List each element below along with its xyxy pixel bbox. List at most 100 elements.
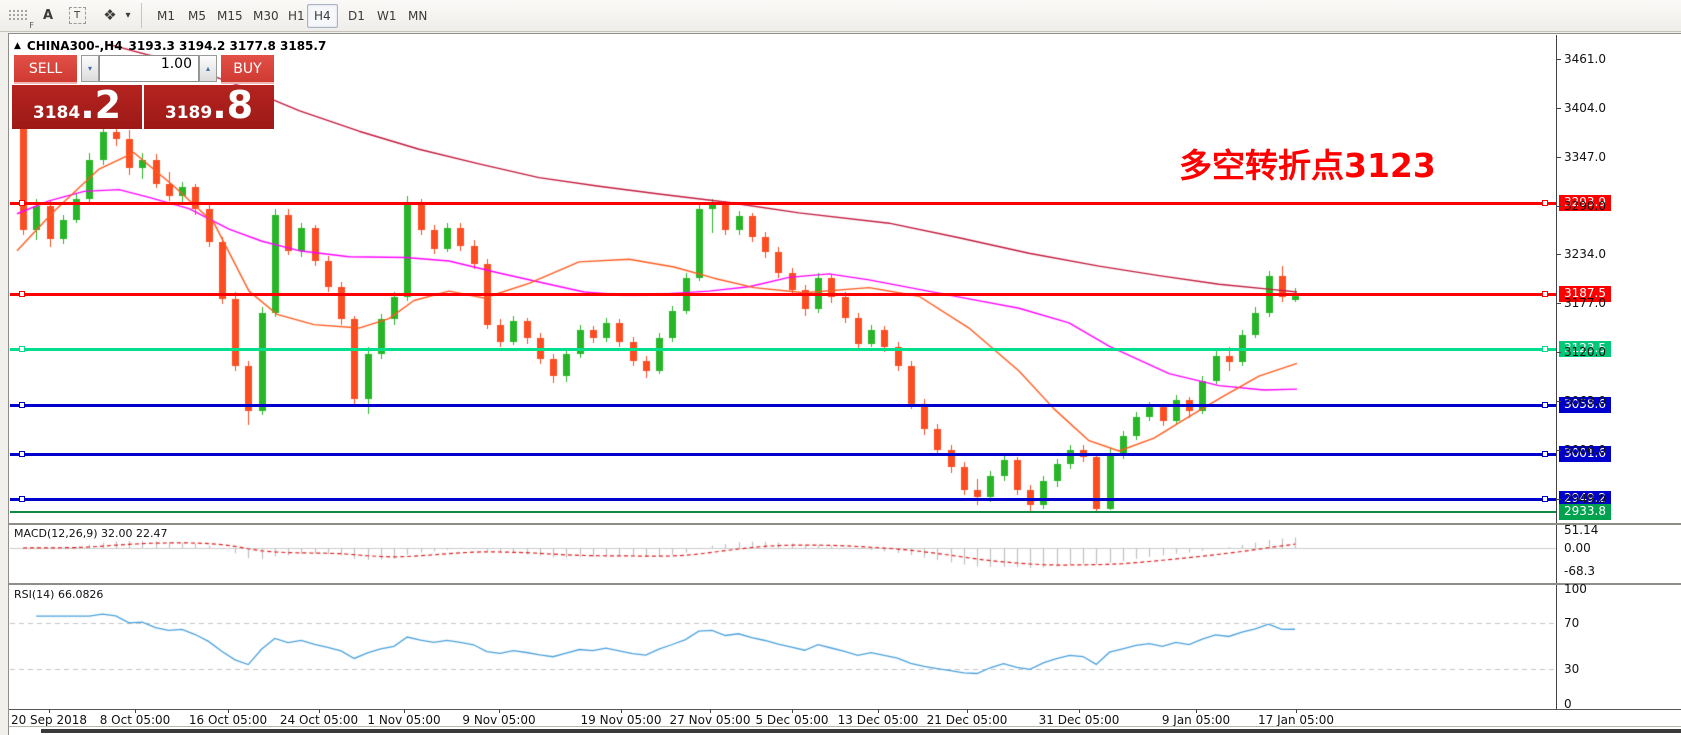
ask-frac: .8 — [212, 83, 254, 127]
timeframe-button-h4[interactable]: H4 — [307, 4, 338, 28]
line-handle[interactable] — [1542, 496, 1548, 502]
time-axis-label: 8 Oct 05:00 — [99, 713, 171, 727]
time-tick — [621, 709, 622, 713]
time-tick — [499, 709, 500, 713]
time-axis-label: 19 Nov 05:00 — [580, 713, 662, 727]
price-badge-2949.2: 2949.2 — [1559, 491, 1611, 507]
price-badge-3123.5: 3123.5 — [1559, 341, 1611, 357]
timeframe-button-m1[interactable]: M1 — [157, 9, 175, 23]
symbol-name: CHINA300-,H4 — [26, 39, 123, 53]
line-handle[interactable] — [19, 291, 25, 297]
toolbar-separator — [141, 3, 142, 28]
horizontal-line-3001.6[interactable] — [10, 453, 1556, 456]
macd-panel-separator[interactable] — [9, 523, 1681, 525]
price-tick-label: 2949.0 — [1564, 492, 1606, 506]
sell-button[interactable]: SELL — [14, 55, 77, 84]
time-axis-separator — [9, 709, 1681, 710]
one-click-trading-widget: SELL ▾ 1.00 ▴ BUY 3184 .2 3189 .8 — [12, 55, 276, 129]
price-tick-label: 3461.0 — [1564, 52, 1606, 66]
grid-f-icon-glyph — [8, 8, 28, 22]
price-tick-label: 3290.0 — [1564, 199, 1606, 213]
rsi-label: RSI(14) 66.0826 — [14, 588, 104, 601]
time-axis-label: 31 Dec 05:00 — [1038, 713, 1120, 727]
volume-up-button[interactable]: ▴ — [199, 55, 217, 82]
horizontal-line-3123.5[interactable] — [10, 348, 1556, 351]
line-handle[interactable] — [1542, 402, 1548, 408]
price-tick — [1556, 157, 1561, 158]
time-axis-label: 16 Oct 05:00 — [188, 713, 268, 727]
horizontal-line-2949.2[interactable] — [10, 498, 1556, 501]
time-tick — [1196, 709, 1197, 713]
timeframe-button-h1[interactable]: H1 — [288, 9, 305, 23]
dropdown-caret-icon[interactable]: ▾ — [125, 9, 131, 21]
price-tick-label: 3347.0 — [1564, 150, 1606, 164]
horizontal-line-3293.9[interactable] — [10, 202, 1556, 205]
price-badge-2933.8: 2933.8 — [1559, 504, 1611, 520]
time-axis-label: 21 Dec 05:00 — [926, 713, 1008, 727]
timeframe-button-m15[interactable]: M15 — [217, 9, 243, 23]
textbox-t-icon[interactable]: T — [68, 4, 86, 26]
timeframe-button-m5[interactable]: M5 — [188, 9, 206, 23]
bid-frac: .2 — [80, 83, 122, 127]
line-handle[interactable] — [19, 200, 25, 206]
macd-scale-label: 0.00 — [1564, 541, 1591, 555]
time-axis-label: 5 Dec 05:00 — [755, 713, 829, 727]
horizontal-line-3058.6[interactable] — [10, 404, 1556, 407]
time-axis-label: 17 Jan 05:00 — [1258, 713, 1334, 727]
arrows-tool-icon[interactable]: ❖ — [103, 6, 117, 24]
timeframe-button-w1[interactable]: W1 — [377, 9, 397, 23]
time-tick — [228, 709, 229, 713]
top-toolbar: F A T ❖ ▾ M1 M5 M15 M30 H1 H4 D1 W1 MN — [0, 0, 1681, 32]
time-axis-label: 24 Oct 05:00 — [279, 713, 359, 727]
price-tick-label: 3120.0 — [1564, 345, 1606, 359]
rsi-panel-separator[interactable] — [9, 583, 1681, 585]
chart-window: 3293.9 3187.5 3123.5 3058.6 3001.6 2949.2 2933… — [8, 33, 1681, 735]
line-handle[interactable] — [1542, 451, 1548, 457]
buy-button[interactable]: BUY — [221, 55, 274, 84]
line-handle[interactable] — [19, 402, 25, 408]
price-badge-3293.9: 3293.9 — [1559, 195, 1611, 211]
line-handle[interactable] — [19, 496, 25, 502]
time-axis-label: 20 Sep 2018 — [10, 713, 88, 727]
rsi-scale-label: 70 — [1564, 616, 1580, 630]
timeframe-button-mn[interactable]: MN — [408, 9, 428, 23]
price-tick — [1556, 108, 1561, 109]
bid-price-panel[interactable]: 3184 .2 — [12, 85, 142, 129]
horizontal-line-2933.8[interactable] — [10, 511, 1556, 513]
line-handle[interactable] — [1542, 346, 1548, 352]
price-tick-label: 3404.0 — [1564, 101, 1606, 115]
time-axis-label: 13 Dec 05:00 — [837, 713, 919, 727]
line-handle[interactable] — [1542, 200, 1548, 206]
time-axis-label: 1 Nov 05:00 — [367, 713, 441, 727]
time-axis-label: 9 Nov 05:00 — [462, 713, 536, 727]
line-handle[interactable] — [19, 451, 25, 457]
text-a-icon[interactable]: A — [42, 7, 54, 23]
next-window-border — [41, 729, 1681, 733]
price-axis-border — [1556, 35, 1557, 709]
price-tick — [1556, 254, 1561, 255]
price-chart-canvas[interactable] — [9, 34, 1681, 735]
time-tick — [967, 709, 968, 713]
price-tick — [1556, 352, 1561, 353]
line-handle[interactable] — [19, 346, 25, 352]
bottom-hairline — [9, 726, 1681, 727]
timeframe-button-m30[interactable]: M30 — [253, 9, 279, 23]
price-badge-3058.6: 3058.6 — [1559, 397, 1611, 413]
volume-input[interactable]: 1.00 — [99, 55, 199, 82]
price-tick-label: 3177.0 — [1564, 296, 1606, 310]
volume-down-button[interactable]: ▾ — [81, 55, 99, 82]
price-tick — [1556, 303, 1561, 304]
price-tick — [1556, 450, 1561, 451]
timeframe-button-d1[interactable]: D1 — [348, 9, 365, 23]
collapse-triangle-icon[interactable]: ▲ — [14, 41, 21, 51]
ask-price-panel[interactable]: 3189 .8 — [144, 85, 274, 129]
macd-label: MACD(12,26,9) 32.00 22.47 — [14, 527, 168, 540]
time-axis-label: 27 Nov 05:00 — [669, 713, 751, 727]
time-tick — [1079, 709, 1080, 713]
chart-text-annotation[interactable]: 多空转折点3123 — [1179, 146, 1436, 185]
line-handle[interactable] — [1542, 291, 1548, 297]
horizontal-line-3187.5[interactable] — [10, 293, 1556, 296]
time-tick — [1296, 709, 1297, 713]
time-tick — [404, 709, 405, 713]
grid-f-icon[interactable]: F — [6, 4, 34, 30]
